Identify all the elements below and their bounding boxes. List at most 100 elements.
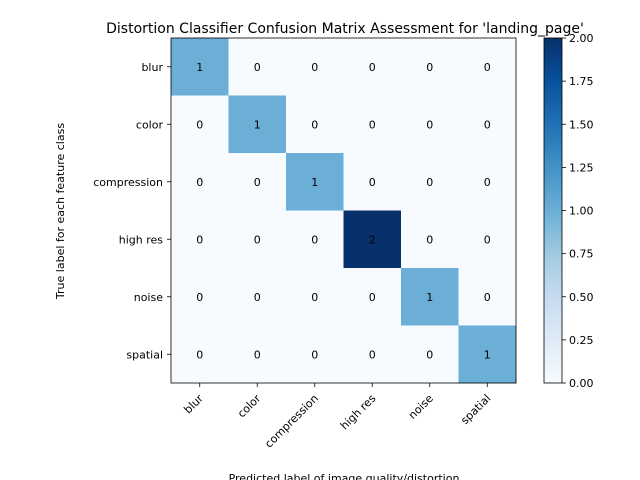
heatmap-cell: [286, 325, 344, 384]
y-axis-ticks: blur color compression high res noise spatial: [93, 61, 171, 361]
chart-title: Distortion Classifier Confusion Matrix A…: [106, 21, 584, 37]
heatmap-cell: [286, 153, 344, 211]
cell-value-label: 0: [254, 176, 261, 189]
cell-value-label: 0: [484, 176, 491, 189]
heatmap-cell: [228, 95, 287, 154]
cell-value-label: 0: [254, 61, 261, 74]
colorbar: [543, 37, 563, 384]
heatmap-cell: [286, 268, 344, 326]
cell-value-label: 0: [426, 176, 433, 189]
cell-value-label: 0: [311, 233, 318, 246]
cell-value-label: 0: [369, 118, 376, 131]
heatmap-cell: [401, 325, 459, 384]
cell-value-label: 0: [254, 291, 261, 304]
heatmap-cell: [343, 153, 402, 211]
cell-value-label: 0: [196, 118, 203, 131]
colorbar-tick-label: 0.50: [569, 291, 594, 304]
heatmap-cell: [343, 325, 402, 384]
x-tick-label: blur: [181, 392, 206, 417]
cell-value-label: 1: [484, 348, 491, 361]
colorbar-tick-label: 0.75: [569, 248, 594, 261]
colorbar-ticks: 0.00 0.25 0.50 0.75 1.00 1.25 1.50 1.75 2.00: [562, 32, 594, 390]
colorbar-tick-label: 1.75: [569, 75, 594, 88]
x-tick-label: high res: [338, 392, 379, 433]
cell-value-label: 0: [484, 118, 491, 131]
heatmap-cell: [343, 38, 402, 96]
cell-value-label: 0: [196, 291, 203, 304]
heatmap-cell: [228, 210, 287, 269]
heatmap-cell: [401, 210, 459, 269]
heatmap-cell: [401, 153, 459, 211]
x-tick-label: spatial: [458, 392, 493, 427]
cell-value-label: 0: [369, 176, 376, 189]
y-tick-label: blur: [141, 61, 163, 74]
heatmap-cell: [228, 268, 287, 326]
colorbar-tick-label: 1.50: [569, 118, 594, 131]
x-axis-label: Predicted label of image quality/distort…: [229, 472, 460, 480]
cell-value-label: 1: [426, 291, 433, 304]
cell-value-label: 1: [311, 176, 318, 189]
heatmap-cell-labels: 1 0 0 0 0 0 0 1 0 0 0 0 0 0 1 0 0 0 0 0 0 2 0 0 0 0 0 0 1 0 0 0 0 0 0 1: [196, 61, 491, 362]
heatmap-cell: [286, 95, 344, 154]
cell-value-label: 0: [311, 291, 318, 304]
y-axis-label: True label for each feature class: [54, 123, 67, 300]
x-tick-label: noise: [406, 392, 436, 422]
cell-value-label: 0: [484, 233, 491, 246]
heatmap-cell: [228, 38, 287, 96]
colorbar-tick-label: 0.00: [569, 377, 594, 390]
colorbar-tick-label: 1.25: [569, 161, 594, 174]
cell-value-label: 0: [484, 61, 491, 74]
cell-value-label: 0: [196, 233, 203, 246]
heatmap-cell: [228, 153, 287, 211]
cell-value-label: 0: [254, 348, 261, 361]
heatmap-cell: [401, 95, 459, 154]
y-tick-label: spatial: [126, 348, 163, 361]
cell-value-label: 0: [426, 348, 433, 361]
heatmap-cell: [286, 38, 344, 96]
cell-value-label: 0: [369, 291, 376, 304]
cell-value-label: 0: [311, 118, 318, 131]
x-tick-label: compression: [262, 392, 321, 451]
x-tick-label: color: [235, 392, 264, 421]
cell-value-label: 0: [196, 176, 203, 189]
heatmap-cell: [458, 268, 517, 326]
y-tick-label: high res: [119, 233, 164, 246]
heatmap-cell: [343, 268, 402, 326]
heatmap-cell: [458, 210, 517, 269]
cell-value-label: 0: [311, 348, 318, 361]
heatmap-cell: [171, 153, 229, 211]
heatmap-cell: [286, 210, 344, 269]
cell-value-label: 0: [426, 233, 433, 246]
cell-value-label: 0: [369, 348, 376, 361]
cell-value-label: 0: [311, 61, 318, 74]
y-tick-label: color: [136, 118, 164, 131]
heatmap-cell: [458, 95, 517, 154]
cell-value-label: 0: [484, 291, 491, 304]
colorbar-tick-label: 2.00: [569, 32, 594, 45]
plot-frame: [170, 37, 517, 384]
heatmap-cell: [401, 268, 459, 326]
heatmap-cell: [458, 38, 517, 96]
y-tick-label: compression: [93, 176, 163, 189]
cell-value-label: 0: [426, 118, 433, 131]
cell-value-label: 2: [369, 233, 376, 246]
heatmap-cell: [171, 268, 229, 326]
cell-value-label: 1: [196, 61, 203, 74]
cell-value-label: 0: [196, 348, 203, 361]
heatmap-cell: [228, 325, 287, 384]
cell-value-label: 0: [426, 61, 433, 74]
heatmap-cells: [171, 38, 517, 384]
heatmap-cell: [343, 210, 402, 269]
heatmap-cell: [343, 95, 402, 154]
colorbar-tick-label: 0.25: [569, 334, 594, 347]
cell-value-label: 0: [254, 233, 261, 246]
cell-value-label: 1: [254, 118, 261, 131]
heatmap-cell: [171, 325, 229, 384]
y-tick-label: noise: [134, 291, 163, 304]
colorbar-tick-label: 1.00: [569, 205, 594, 218]
cell-value-label: 0: [369, 61, 376, 74]
heatmap-cell: [171, 95, 229, 154]
heatmap-cell: [171, 38, 229, 96]
